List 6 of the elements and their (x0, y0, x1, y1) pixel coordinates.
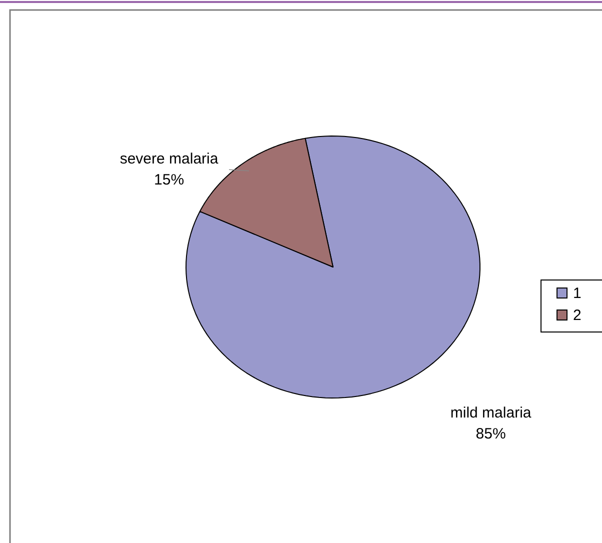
legend-label: 2 (573, 307, 582, 324)
legend-label: 1 (573, 285, 582, 302)
text: severe malaria (120, 150, 219, 168)
text: mild malaria (450, 404, 532, 422)
data-label: 15% (154, 172, 184, 189)
data-label: 85% (476, 426, 506, 443)
